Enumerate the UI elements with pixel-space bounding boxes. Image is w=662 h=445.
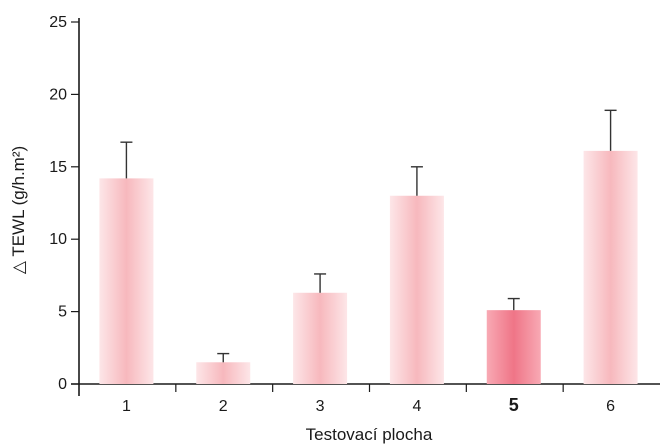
x-tick-label: 3 (316, 398, 325, 415)
x-tick-label: 6 (606, 398, 615, 415)
bar-2 (196, 362, 251, 384)
bar-3 (293, 292, 348, 384)
bar-4 (389, 195, 444, 384)
y-tick-label: 0 (58, 376, 67, 393)
bars (99, 150, 638, 384)
x-tick-label: 4 (412, 398, 421, 415)
y-axis-label: △ TEWL (g/h.m²) (9, 146, 28, 274)
bar-1 (99, 178, 154, 384)
bar-6 (583, 150, 638, 384)
error-bars (120, 109, 617, 363)
x-tick-label: 5 (509, 395, 519, 415)
y-tick-label: 15 (49, 159, 67, 176)
tick-labels: 0 5 10 15 20 25 1 2 3 4 5 6 (49, 14, 615, 415)
axes (71, 18, 660, 396)
x-axis-label: Testovací plocha (306, 425, 433, 444)
x-tick-label: 2 (219, 398, 228, 415)
bar-5 (486, 310, 541, 384)
y-tick-label: 25 (49, 14, 67, 31)
y-tick-label: 5 (58, 304, 67, 321)
x-tick-label: 1 (122, 398, 131, 415)
y-tick-label: 10 (49, 231, 67, 248)
y-tick-label: 20 (49, 86, 67, 103)
